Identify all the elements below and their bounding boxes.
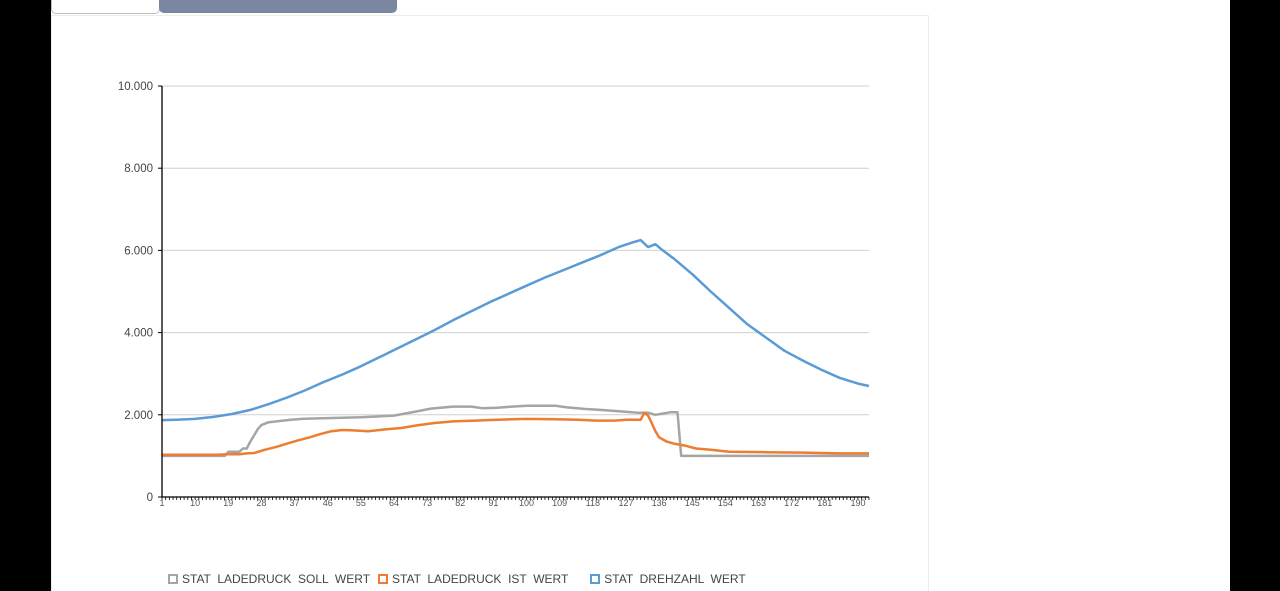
series-lines (161, 238, 870, 458)
series-line-stat-drehzahl-wert (161, 238, 870, 422)
x-tick-label: 154 (718, 498, 733, 508)
grid-lines (162, 85, 869, 416)
y-tick-label: 4.000 (124, 328, 153, 340)
y-tick-label: 0 (147, 492, 153, 504)
legend-label: STAT DREHZAHL WERT (604, 572, 746, 586)
y-tick-label: 8.000 (124, 163, 153, 175)
x-tick-label: 172 (784, 498, 799, 508)
x-tick-label: 10 (190, 498, 200, 508)
legend-swatch (590, 574, 601, 584)
legend-label: STAT LADEDRUCK IST WERT (392, 572, 569, 586)
x-tick-label: 55 (356, 498, 366, 508)
legend-item[interactable]: STAT DREHZAHL WERT (590, 572, 746, 586)
x-tick-label: 46 (323, 498, 333, 508)
legend: STAT LADEDRUCK SOLL WERT STAT LADEDRUCK I… (168, 572, 746, 586)
legend-swatch (168, 574, 178, 584)
x-tick-label: 28 (256, 498, 266, 508)
page: 0 2.000 4.000 6.000 8.000 10.000 1 10 19 28 37 46 5… (51, 0, 1230, 591)
line-chart: 0 2.000 4.000 6.000 8.000 10.000 1 10 19 28 37 46 5… (118, 81, 870, 508)
x-tick-label: 82 (455, 498, 465, 508)
x-tick-label: 118 (586, 498, 600, 508)
x-tick-label: 64 (389, 498, 399, 508)
x-tick-label: 181 (817, 498, 832, 508)
y-tick-label: 2.000 (124, 410, 153, 422)
x-tick-label: 73 (422, 498, 432, 508)
x-tick-label: 136 (652, 498, 667, 508)
x-tick-label: 19 (223, 498, 233, 508)
x-tick-label: 37 (290, 498, 300, 508)
y-axis-ticks: 0 2.000 4.000 6.000 8.000 10.000 (118, 81, 162, 504)
legend-item[interactable]: STAT LADEDRUCK SOLL WERT (168, 572, 370, 586)
x-axis-ticks: 1 10 19 28 37 46 55 64 73 82 91 100 109 118 127 136 145 1… (159, 497, 870, 508)
tab-active[interactable] (159, 0, 397, 13)
legend-label: STAT LADEDRUCK SOLL WERT (182, 572, 371, 586)
x-tick-label: 127 (618, 498, 633, 508)
x-tick-label: 91 (488, 498, 498, 508)
legend-swatch (378, 574, 389, 584)
series-line-stat-ladedruck-ist-wert (162, 411, 869, 456)
x-tick-label: 163 (751, 498, 766, 508)
x-tick-label: 190 (850, 498, 865, 508)
y-tick-label: 6.000 (124, 245, 153, 257)
x-tick-label: 145 (685, 498, 700, 508)
x-tick-label: 100 (519, 498, 534, 508)
x-tick-label: 109 (552, 498, 567, 508)
legend-item[interactable]: STAT LADEDRUCK IST WERT (378, 572, 568, 586)
y-tick-label: 10.000 (118, 81, 153, 93)
x-tick-label: 1 (159, 498, 164, 508)
